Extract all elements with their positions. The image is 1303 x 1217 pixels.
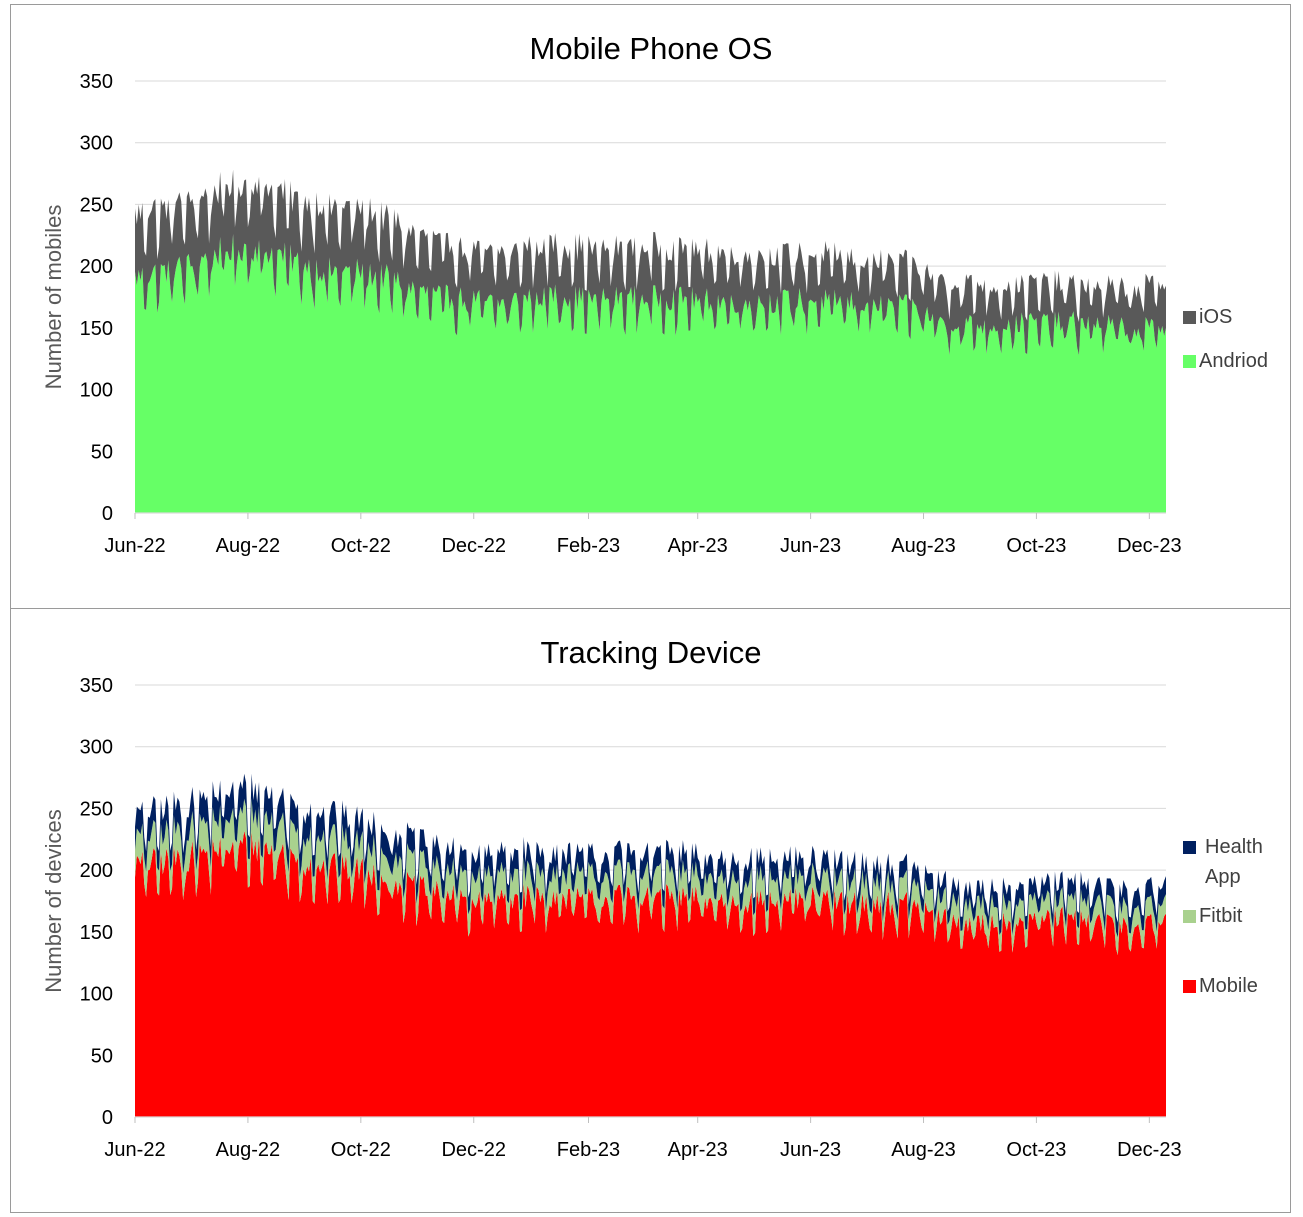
x-tick-label: Feb-23 [557,535,620,557]
x-tick-label: Jun-23 [780,535,841,557]
legend-item-mobile: Mobile [1183,975,1258,997]
y-axis-label: Number of devices [41,809,66,992]
legend-label: Fitbit [1199,905,1243,927]
area-series-mobile [135,830,1166,1117]
tracking-device-chart: Tracking Device Number of devices 0 50 100 15… [41,635,1263,1161]
area-series-fitbit [135,798,1166,955]
legend-label: Health [1205,836,1263,858]
area-series-health-app [135,773,1166,938]
legend-label: Mobile [1199,975,1258,997]
y-tick-label: 200 [80,256,113,278]
area-series-ios [135,169,1166,356]
x-tick-label: Aug-23 [891,535,956,557]
y-tick-label: 300 [80,133,113,155]
x-tick-label: Oct-22 [331,535,391,557]
legend-item-health-app: Health App [1183,836,1263,888]
legend-swatch [1183,355,1196,368]
x-tick-label: Dec-22 [441,1139,505,1161]
x-tick-label: Dec-23 [1117,535,1181,557]
tracking-device-chart-panel: Tracking Device Number of devices 0 50 100 15… [10,608,1291,1213]
x-tick-label: Jun-22 [104,1139,165,1161]
legend-label: iOS [1199,306,1232,328]
y-tick-label: 50 [91,441,113,463]
mobile-os-chart-panel: Mobile Phone OS Number of mobiles 0 50 100 15… [10,4,1291,609]
x-tick-label: Jun-22 [104,535,165,557]
legend-item-ios: iOS [1183,306,1232,328]
area-series-andriod [135,233,1166,513]
x-tick-label: Oct-22 [331,1139,391,1161]
x-tick-label: Aug-22 [216,1139,281,1161]
x-tick-label: Dec-22 [441,535,505,557]
y-tick-label: 200 [80,860,113,882]
legend-item-fitbit: Fitbit [1183,905,1243,927]
mobile-os-chart: Mobile Phone OS Number of mobiles 0 50 100 15… [41,31,1268,557]
y-tick-label: 150 [80,922,113,944]
y-tick-label: 100 [80,380,113,402]
legend-label: App [1205,866,1241,888]
x-tick-label: Feb-23 [557,1139,620,1161]
x-tick-label: Aug-22 [216,535,281,557]
x-tick-label: Oct-23 [1006,535,1066,557]
x-tick-label: Dec-23 [1117,1139,1181,1161]
y-tick-label: 0 [102,503,113,525]
x-tick-label: Oct-23 [1006,1139,1066,1161]
y-tick-label: 350 [80,71,113,93]
y-tick-label: 350 [80,675,113,697]
x-tick-label: Apr-23 [668,535,728,557]
y-tick-label: 250 [80,798,113,820]
legend-swatch [1183,311,1196,324]
y-tick-label: 300 [80,737,113,759]
legend-label: Andriod [1199,350,1268,372]
y-tick-label: 150 [80,318,113,340]
chart-title: Tracking Device [540,635,761,670]
legend-swatch [1183,910,1196,923]
x-tick-label: Jun-23 [780,1139,841,1161]
chart-title: Mobile Phone OS [530,31,773,66]
legend-item-andriod: Andriod [1183,350,1268,372]
legend-swatch [1183,980,1196,993]
x-tick-label: Apr-23 [668,1139,728,1161]
y-axis-label: Number of mobiles [41,205,66,390]
x-tick-label: Aug-23 [891,1139,956,1161]
y-tick-label: 50 [91,1045,113,1067]
y-tick-label: 250 [80,194,113,216]
legend-swatch [1183,841,1196,854]
y-tick-label: 0 [102,1107,113,1129]
y-tick-label: 100 [80,984,113,1006]
